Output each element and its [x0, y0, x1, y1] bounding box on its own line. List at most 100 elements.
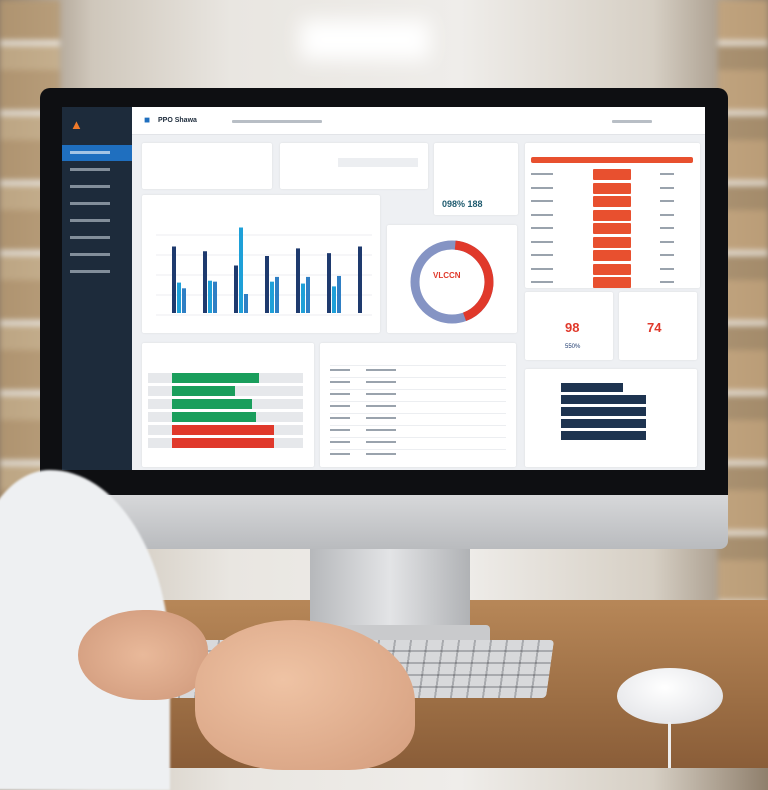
- bar: [177, 282, 181, 313]
- search-input[interactable]: [338, 158, 418, 167]
- table-row[interactable]: [330, 389, 506, 390]
- left-hand: [78, 610, 208, 700]
- progress-bar: [172, 399, 252, 409]
- right-hand: [195, 620, 415, 770]
- table-cell: [330, 453, 350, 455]
- sidebar-item[interactable]: [62, 247, 132, 263]
- search-card: [280, 143, 428, 189]
- sidebar-item-label: [70, 185, 110, 188]
- bar: [213, 281, 217, 313]
- table-cell: [330, 369, 350, 371]
- row-label: [531, 267, 553, 270]
- bar-chart-card: [142, 195, 380, 333]
- table-row[interactable]: [330, 365, 506, 366]
- table-cell: [330, 429, 350, 431]
- chart-icon: ■: [144, 115, 151, 126]
- mouse[interactable]: [617, 668, 723, 724]
- row-bar: [593, 209, 631, 221]
- sidebar-item[interactable]: [62, 230, 132, 246]
- row-value: [660, 281, 674, 283]
- row-bar: [593, 169, 631, 180]
- navy-bar: [561, 431, 646, 440]
- data-table: [320, 343, 516, 467]
- metric-b-sub: 550%: [565, 344, 581, 350]
- table-cell: [330, 405, 350, 407]
- bar: [270, 281, 274, 313]
- sidebar-item[interactable]: [62, 213, 132, 229]
- bar: [296, 248, 300, 313]
- table-row[interactable]: [330, 437, 506, 438]
- row-value: [660, 213, 674, 216]
- sidebar-item-label: [70, 219, 110, 222]
- sidebar-item[interactable]: [62, 162, 132, 178]
- bar: [306, 276, 310, 313]
- ceiling-light: [300, 20, 430, 60]
- bar: [265, 256, 269, 313]
- sidebar-item-label: [70, 151, 110, 154]
- app-title[interactable]: PPO Shawa: [158, 117, 197, 124]
- metric-b-value: 98: [565, 320, 580, 335]
- metric-card-a: 098% 188: [434, 143, 518, 215]
- row-value: [660, 186, 674, 189]
- bar: [332, 286, 336, 313]
- table-cell: [366, 405, 396, 407]
- table-cell: [366, 453, 396, 455]
- row-bar: [593, 263, 631, 275]
- table-row[interactable]: [330, 401, 506, 402]
- donut-chart: [410, 240, 494, 324]
- sidebar-item[interactable]: [62, 145, 132, 161]
- dashboard-screen: ▲ ■ PPO Shawa ↻ 098% 188 VLCCN 98 550% 7…: [62, 107, 705, 470]
- sidebar-item-label: [70, 202, 110, 205]
- row-value: [660, 200, 674, 202]
- bar: [234, 265, 238, 313]
- table-row[interactable]: [330, 449, 506, 450]
- sidebar-item-label: [70, 253, 110, 256]
- table-row[interactable]: [330, 425, 506, 426]
- row-value: [660, 227, 674, 229]
- row-value: [660, 254, 674, 256]
- row-label: [531, 213, 553, 216]
- donut-center-label: VLCCN: [433, 271, 461, 280]
- donut-card: VLCCN: [387, 225, 517, 333]
- navy-bar: [561, 395, 646, 404]
- table-cell: [366, 417, 396, 419]
- logo-icon: ▲: [70, 117, 83, 132]
- progress-bar: [172, 438, 274, 448]
- sidebar-item-label: [70, 236, 110, 239]
- sidebar-item[interactable]: [62, 196, 132, 212]
- navy-bar: [561, 383, 623, 392]
- sidebar-item[interactable]: [62, 179, 132, 195]
- row-bar: [593, 182, 631, 194]
- row-label: [531, 173, 553, 175]
- sidebar-item[interactable]: [62, 264, 132, 280]
- progress-card: [142, 343, 314, 467]
- metric-c-value: 74: [647, 320, 662, 335]
- navy-bar: [561, 407, 646, 416]
- table-cell: [330, 393, 350, 395]
- bar: [327, 253, 331, 313]
- row-label: [531, 254, 553, 256]
- bar: [244, 294, 248, 313]
- sidebar: ▲: [62, 107, 132, 470]
- navy-bar: [561, 419, 646, 428]
- row-value: [660, 267, 674, 270]
- row-bar: [593, 223, 631, 234]
- filter-card: [142, 143, 272, 189]
- row-label: [531, 186, 553, 189]
- row-bar: [593, 196, 631, 207]
- row-label: [531, 281, 553, 283]
- table-cell: [330, 441, 350, 443]
- table-row[interactable]: [330, 413, 506, 414]
- row-value: [660, 240, 674, 243]
- table-cell: [330, 381, 350, 383]
- progress-bar: [172, 412, 256, 422]
- bar: [208, 280, 212, 313]
- row-label: [531, 200, 553, 202]
- table-row[interactable]: [330, 377, 506, 378]
- bar: [337, 275, 341, 313]
- table-cell: [366, 429, 396, 431]
- bar: [358, 246, 362, 313]
- metric-card-c: 74: [619, 292, 697, 360]
- table-cell: [330, 417, 350, 419]
- metric-a-value: 098% 188: [442, 199, 483, 209]
